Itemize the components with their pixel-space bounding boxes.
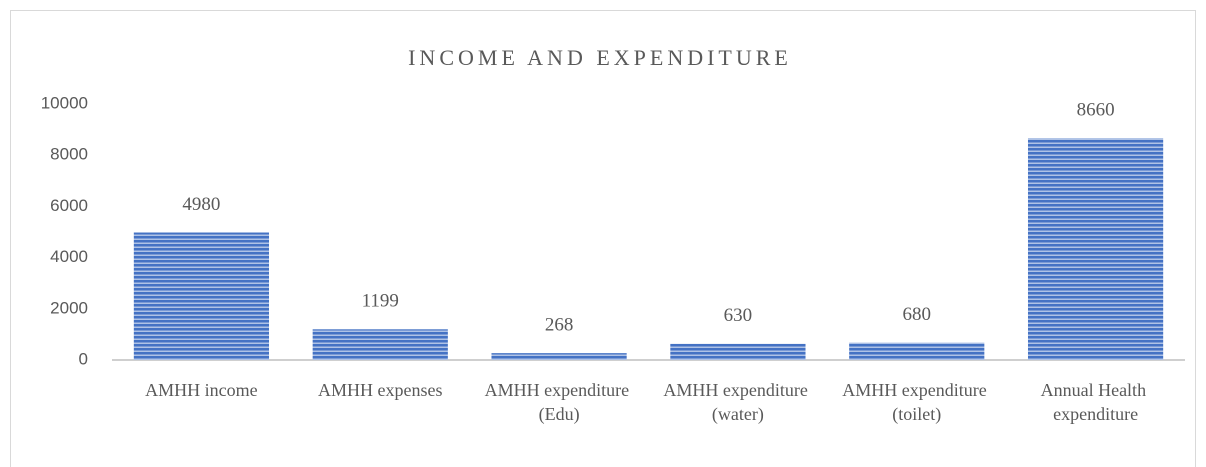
- bar: [670, 343, 806, 360]
- x-tick-label: AMHH expenses: [318, 380, 442, 400]
- data-label: 8660: [1077, 100, 1115, 121]
- bar: [1027, 138, 1164, 360]
- bar: [849, 342, 985, 360]
- y-tick-label: 4000: [50, 247, 88, 266]
- bar: [312, 329, 448, 360]
- x-tick-label: AMHH expenditure (water): [663, 380, 812, 425]
- x-tick-label: AMHH expenditure (toilet): [842, 380, 991, 425]
- data-label: 4980: [182, 194, 220, 215]
- x-tick-label: AMHH expenditure (Edu): [485, 380, 634, 425]
- data-label: 268: [545, 314, 574, 335]
- data-label: 1199: [362, 291, 399, 312]
- data-label: 630: [724, 305, 753, 326]
- y-tick-label: 2000: [50, 298, 88, 317]
- chart-title: INCOME AND EXPENDITURE: [408, 45, 792, 70]
- y-tick-label: 8000: [50, 145, 88, 164]
- bar: [491, 353, 627, 360]
- x-tick-label: AMHH income: [145, 380, 257, 400]
- y-tick-label: 0: [79, 349, 88, 368]
- y-tick-label: 10000: [41, 93, 88, 112]
- y-tick-label: 6000: [50, 196, 88, 215]
- data-label: 680: [903, 304, 932, 325]
- bar: [133, 232, 270, 360]
- x-tick-label: Annual Health expenditure: [1041, 380, 1151, 424]
